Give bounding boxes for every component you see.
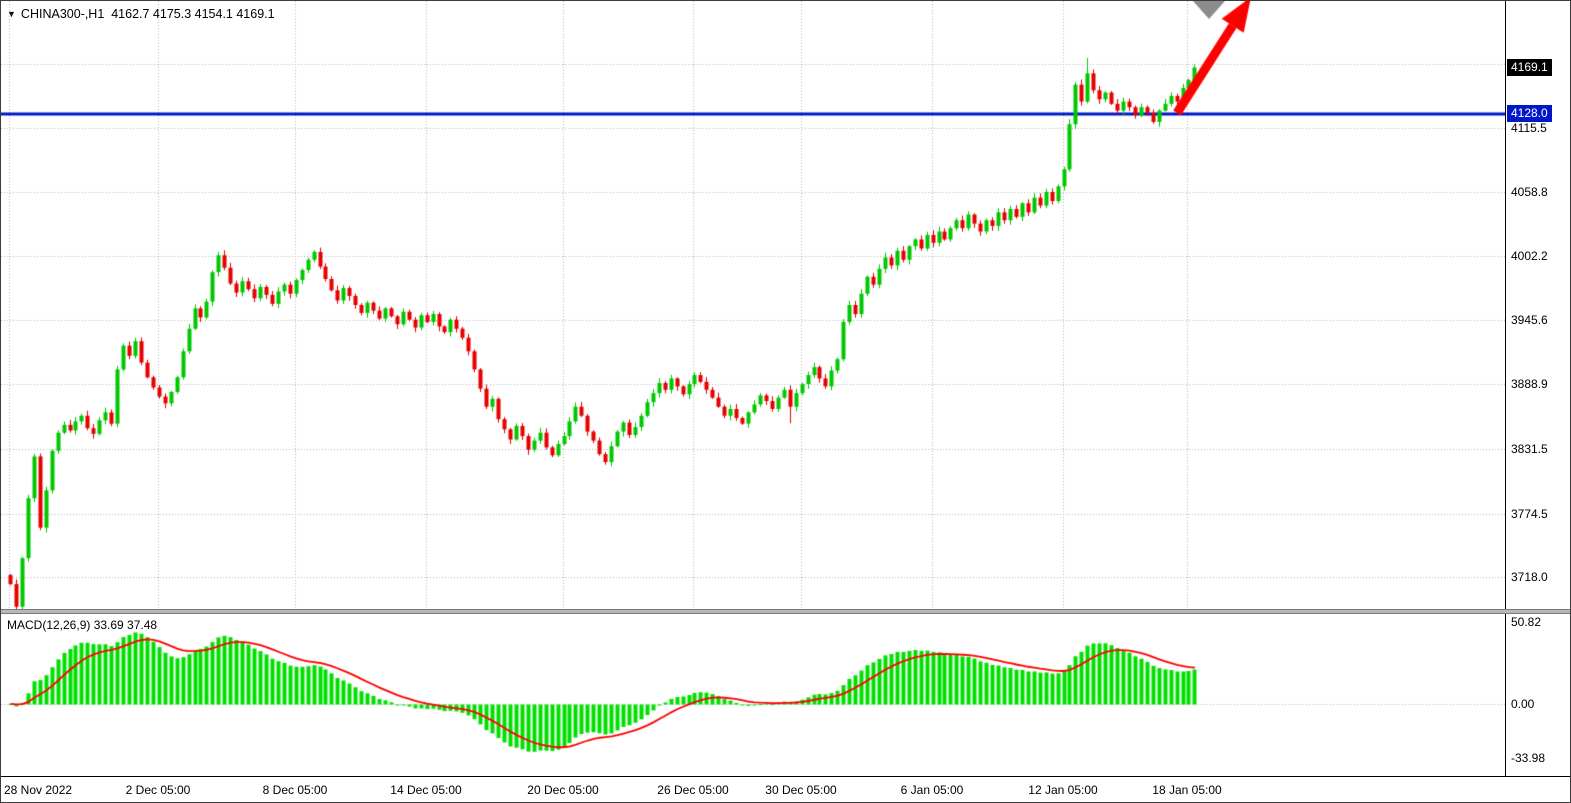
symbol-ohlc-text: CHINA300-,H1 4162.7 4175.3 4154.1 4169.1 <box>20 7 275 21</box>
price-axis-label: 4115.5 <box>1511 121 1547 136</box>
price-axis-label: 4058.8 <box>1511 185 1548 200</box>
chart-expand-icon[interactable]: ▼ <box>7 8 16 19</box>
time-axis[interactable]: 28 Nov 2022 2 Dec 05:00 8 Dec 05:00 14 Dec … <box>1 776 1570 802</box>
time-axis-label: 2 Dec 05:00 <box>125 783 191 797</box>
time-axis-label: 20 Dec 05:00 <box>527 783 599 797</box>
time-axis-label: 12 Jan 05:00 <box>1028 783 1098 797</box>
price-axis-label: 3831.5 <box>1511 442 1548 457</box>
macd-axis-label: 50.82 <box>1511 615 1542 630</box>
price-axis-label: 4002.2 <box>1511 249 1548 264</box>
price-axis-label: 3888.9 <box>1511 377 1548 392</box>
time-axis-label: 26 Dec 05:00 <box>657 783 729 797</box>
pane-separator[interactable] <box>1 609 1570 614</box>
macd-axis-label: -33.98 <box>1511 751 1546 766</box>
level-line-price-tag: 4128.0 <box>1507 105 1552 122</box>
time-axis-label: 8 Dec 05:00 <box>262 783 328 797</box>
time-axis-label: 30 Dec 05:00 <box>765 783 837 797</box>
macd-axis-label: 0.00 <box>1511 696 1535 711</box>
price-axis-label: 3945.6 <box>1511 313 1548 328</box>
price-axis-label: 3774.5 <box>1511 506 1548 521</box>
chart-canvas[interactable] <box>1 1 1505 776</box>
symbol-ohlc-label: ▼ CHINA300-,H1 4162.7 4175.3 4154.1 4169… <box>7 7 275 21</box>
time-axis-label: 18 Jan 05:00 <box>1152 783 1222 797</box>
time-axis-label: 28 Nov 2022 <box>4 783 73 797</box>
price-axis[interactable]: 4169.1 4128.0 4115.5 4058.8 4002.2 3945.6 38… <box>1505 1 1570 802</box>
current-price-tag: 4169.1 <box>1507 58 1552 76</box>
time-axis-label: 14 Dec 05:00 <box>390 783 462 797</box>
time-axis-label: 6 Jan 05:00 <box>900 783 964 797</box>
macd-indicator-label: MACD(12,26,9) 33.69 37.48 <box>7 618 158 632</box>
price-axis-label: 3718.0 <box>1511 570 1548 585</box>
